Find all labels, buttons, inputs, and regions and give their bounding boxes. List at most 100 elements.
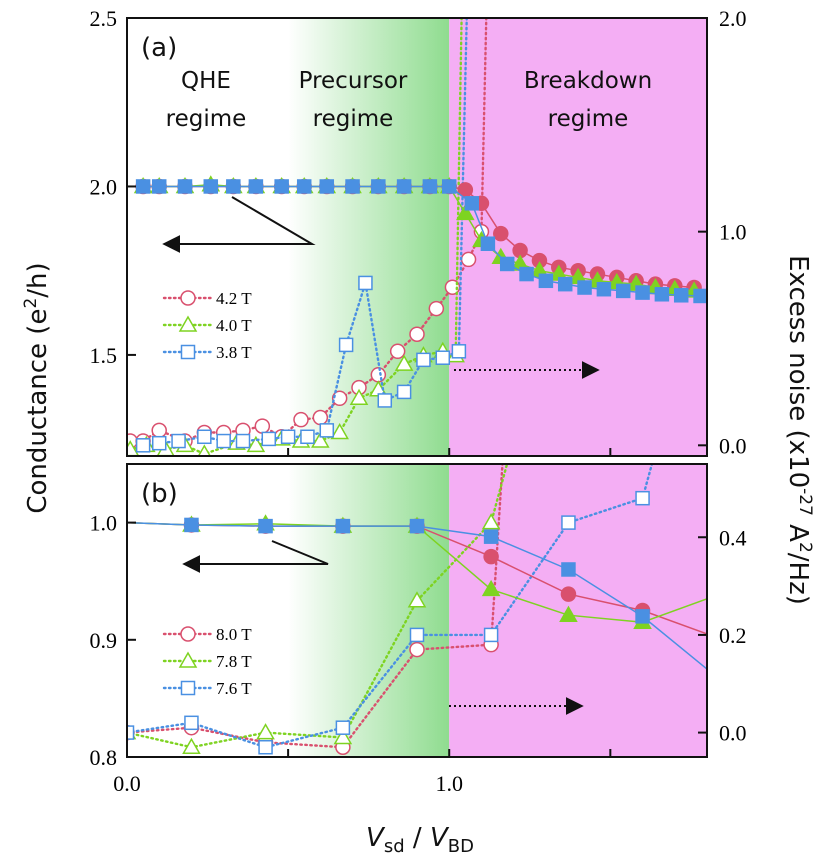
- legend-label-a-1: 4.0 T: [216, 316, 252, 335]
- right-tick-label-b-2: 0.4: [719, 525, 747, 550]
- conductance-point-a-0-16: [493, 225, 509, 242]
- noise-point-a-0-9: [293, 411, 309, 428]
- conductance-series-b: [127, 514, 707, 670]
- noise-point-a-0-16: [428, 300, 445, 317]
- noise-point-a-2-4: [216, 433, 231, 449]
- noise-point-a-0-15: [409, 326, 425, 342]
- conductance-point-a-2-4: [226, 179, 241, 194]
- conductance-point-b-2-2: [258, 518, 273, 534]
- conductance-point-a-2-25: [673, 288, 689, 303]
- conductance-point-a-2-11: [396, 179, 412, 194]
- conductance-point-b-2-1: [184, 517, 199, 533]
- legend-label-b-0: 8.0 T: [216, 625, 252, 644]
- regime-band-2: [449, 464, 707, 757]
- noise-point-a-2-10: [338, 337, 354, 353]
- conductance-point-b-0-6: [560, 586, 577, 602]
- noise-point-a-2-8: [300, 429, 315, 445]
- panel-a: 1.5 2.0 2.5 0.0 1.0 2.0 (a) QHE regime Precur…: [90, 6, 747, 458]
- conductance-point-a-2-20: [577, 280, 592, 295]
- noise-point-a-0-18: [460, 251, 477, 268]
- legend-marker-a-2: [180, 344, 196, 360]
- noise-point-b-1-4: [407, 591, 427, 608]
- legend-b: 8.0 T 7.8 T 7.6 T: [162, 625, 252, 698]
- conductance-point-a-2-1: [151, 179, 167, 194]
- noise-point-b-1-2: [256, 723, 275, 740]
- panel-b: 0.8 0.9 1.0 0.0 0.2 0.4 0.0 1.0 (b) 8.0 T 7.8 T 7…: [90, 463, 747, 796]
- noise-point-a-2-3: [197, 429, 212, 445]
- conductance-point-a-1-14: [456, 203, 475, 221]
- noise-point-a-0-14: [389, 343, 406, 360]
- regime-label-precursor-line2: regime: [313, 106, 394, 132]
- conductance-point-a-2-18: [538, 273, 554, 289]
- noise-point-a-1-11: [349, 388, 369, 406]
- left-tick-label-a-1: 2.0: [90, 174, 118, 199]
- noise-point-b-0-4: [409, 641, 425, 658]
- noise-point-a-0-10: [312, 409, 329, 426]
- legend-marker-a-0: [180, 290, 196, 306]
- noise-point-b-2-5: [483, 627, 499, 643]
- left-tick-label-b-0: 0.8: [90, 745, 118, 770]
- noise-point-a-1-10: [330, 422, 349, 440]
- left-axis-arrow-a: [162, 196, 316, 253]
- noise-point-a-0-7: [254, 418, 271, 434]
- panel-label-a: (a): [141, 33, 177, 63]
- noise-point-b-2-7: [635, 490, 650, 506]
- conductance-point-a-2-0: [135, 179, 151, 194]
- noise-point-b-2-2: [258, 739, 273, 755]
- conductance-point-a-2-17: [519, 266, 534, 282]
- legend-marker-b-2: [180, 680, 196, 696]
- right-tick-label-a-1: 1.0: [719, 220, 747, 245]
- conductance-point-a-2-21: [596, 281, 612, 297]
- noise-point-a-2-13: [396, 384, 412, 400]
- regime-band-1: [288, 464, 450, 757]
- noise-point-a-1-9: [311, 431, 330, 448]
- noise-point-a-2-16: [451, 344, 467, 359]
- right-tick-label-a-0: 0.0: [719, 433, 747, 458]
- noise-point-a-2-2: [171, 433, 186, 449]
- legend-label-a-0: 4.2 T: [216, 289, 252, 308]
- noise-point-b-1-1: [182, 737, 201, 754]
- regime-band-0: [127, 18, 289, 456]
- right-tick-label-b-1: 0.2: [719, 623, 747, 648]
- conductance-point-a-2-19: [557, 276, 573, 292]
- ticks-b: 0.8 0.9 1.0 0.0 0.2 0.4 0.0 1.0: [90, 511, 747, 796]
- noise-point-a-2-7: [280, 429, 296, 445]
- noise-point-b-2-4: [409, 627, 425, 643]
- noise-point-b-2-0: [127, 725, 135, 740]
- legend-a: 4.2 T 4.0 T 3.8 T: [162, 289, 252, 362]
- legend-label-a-2: 3.8 T: [216, 343, 252, 362]
- conductance-point-b-2-5: [483, 529, 499, 544]
- conductance-point-b-2-7: [635, 609, 650, 624]
- conductance-point-a-2-3: [203, 179, 219, 194]
- regime-label-breakdown-line1: Breakdown: [524, 68, 652, 94]
- conductance-point-a-2-24: [654, 287, 670, 302]
- conductance-point-a-2-12: [422, 179, 438, 194]
- regime-band-1: [288, 18, 450, 456]
- noise-point-a-2-1: [151, 435, 167, 451]
- noise-series-b: [127, 464, 654, 755]
- regime-band-0: [127, 464, 289, 757]
- noise-point-b-2-6: [561, 515, 576, 530]
- legend-label-b-1: 7.8 T: [216, 652, 252, 671]
- panel-label-b: (b): [141, 479, 178, 509]
- ticks-a: 1.5 2.0 2.5 0.0 1.0 2.0: [90, 6, 747, 458]
- noise-point-b-1-3: [333, 727, 353, 745]
- conductance-point-a-2-26: [693, 288, 707, 304]
- right-tick-label-b-0: 0.0: [719, 721, 747, 746]
- noise-point-b-1-5: [481, 513, 501, 530]
- plot-frame-a: [126, 17, 708, 457]
- conductance-point-a-2-9: [345, 179, 360, 194]
- noise-point-a-1-6: [246, 435, 266, 453]
- conductance-point-b-1-6: [559, 605, 578, 622]
- noise-point-a-0-13: [370, 367, 387, 383]
- right-tick-label-a-2: 2.0: [719, 6, 747, 31]
- noise-point-a-0-2: [151, 422, 167, 439]
- legend-marker-b-1: [178, 651, 198, 668]
- legend-label-b-2: 7.6 T: [216, 679, 252, 698]
- noise-point-a-2-12: [377, 393, 393, 408]
- noise-point-a-2-14: [416, 352, 431, 368]
- left-axis-title: Conductance (e2/h): [21, 262, 53, 513]
- legend-marker-a-1: [178, 315, 198, 332]
- left-tick-label-b-2: 1.0: [90, 511, 118, 536]
